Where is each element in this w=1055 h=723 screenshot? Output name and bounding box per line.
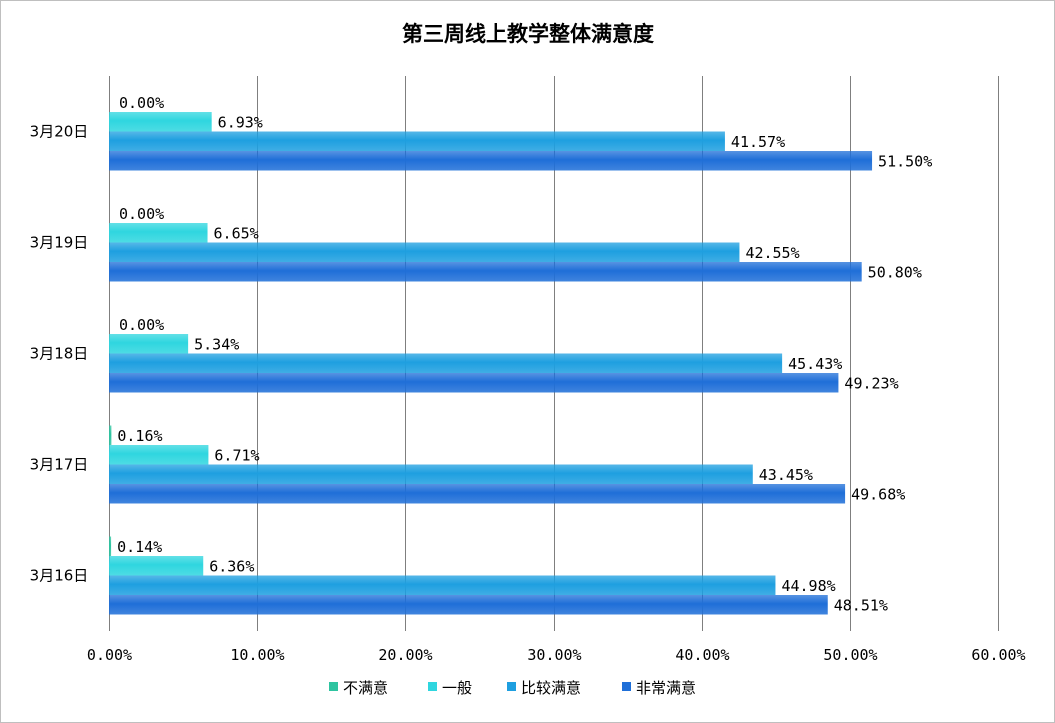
x-tick-label: 10.00%: [230, 646, 284, 664]
data-label: 51.50%: [878, 152, 932, 170]
data-label: 6.71%: [214, 446, 259, 464]
bar: [109, 353, 783, 373]
legend-swatch: [622, 682, 631, 691]
legend-swatch: [428, 682, 437, 691]
legend-swatch: [507, 682, 516, 691]
bars: [109, 112, 873, 615]
category-label: 3月20日: [30, 123, 89, 141]
data-labels: 0.00% 6.93% 41.57% 51.50% 0.00% 6.65% 42.55% 50…: [117, 94, 932, 615]
data-label: 50.80%: [868, 263, 922, 281]
category-label: 3月19日: [30, 234, 89, 252]
bar: [109, 112, 212, 132]
chart-title: 第三周线上教学整体满意度: [402, 22, 654, 46]
legend-swatch: [329, 682, 338, 691]
data-label: 49.68%: [851, 485, 905, 503]
data-label: 0.00%: [119, 94, 164, 112]
data-label: 44.98%: [781, 577, 835, 595]
bar: [109, 464, 753, 484]
bar: [109, 445, 209, 465]
x-tick-labels: 0.00% 10.00% 20.00% 30.00% 40.00% 50.00% 60.00…: [87, 646, 1026, 664]
bar: [109, 536, 112, 556]
x-tick-label: 30.00%: [527, 646, 581, 664]
category-label: 3月16日: [30, 567, 89, 585]
bar: [109, 262, 862, 282]
category-labels: 3月20日 3月19日 3月18日 3月17日 3月16日: [30, 123, 89, 585]
data-label: 0.16%: [117, 427, 162, 445]
x-tick-label: 50.00%: [823, 646, 877, 664]
bar: [109, 425, 112, 445]
data-label: 0.14%: [117, 538, 162, 556]
x-tick-label: 60.00%: [971, 646, 1025, 664]
bar: [109, 575, 776, 595]
legend: 不满意 一般 比较满意 非常满意: [329, 679, 696, 697]
legend-label: 比较满意: [521, 679, 581, 697]
bar: [109, 373, 839, 393]
legend-label: 不满意: [343, 679, 388, 697]
legend-label: 非常满意: [636, 679, 696, 697]
data-label: 41.57%: [731, 133, 785, 151]
data-label: 48.51%: [834, 596, 888, 614]
bar: [109, 151, 873, 171]
data-label: 43.45%: [759, 466, 813, 484]
data-label: 6.65%: [214, 224, 259, 242]
category-label: 3月17日: [30, 456, 89, 474]
x-tick-label: 0.00%: [87, 646, 132, 664]
bar: [109, 595, 828, 615]
bar: [109, 556, 204, 576]
data-label: 6.93%: [218, 113, 263, 131]
bar: [109, 334, 189, 354]
data-label: 45.43%: [788, 355, 842, 373]
bar: [109, 484, 846, 504]
data-label: 0.00%: [119, 316, 164, 334]
x-tick-label: 20.00%: [378, 646, 432, 664]
data-label: 6.36%: [209, 557, 254, 575]
legend-label: 一般: [442, 679, 472, 697]
data-label: 49.23%: [844, 374, 898, 392]
bar: [109, 242, 740, 262]
category-label: 3月18日: [30, 345, 89, 363]
bar: [109, 131, 725, 151]
data-label: 42.55%: [745, 244, 799, 262]
data-label: 0.00%: [119, 205, 164, 223]
x-tick-label: 40.00%: [675, 646, 729, 664]
bar: [109, 223, 208, 243]
data-label: 5.34%: [194, 335, 239, 353]
